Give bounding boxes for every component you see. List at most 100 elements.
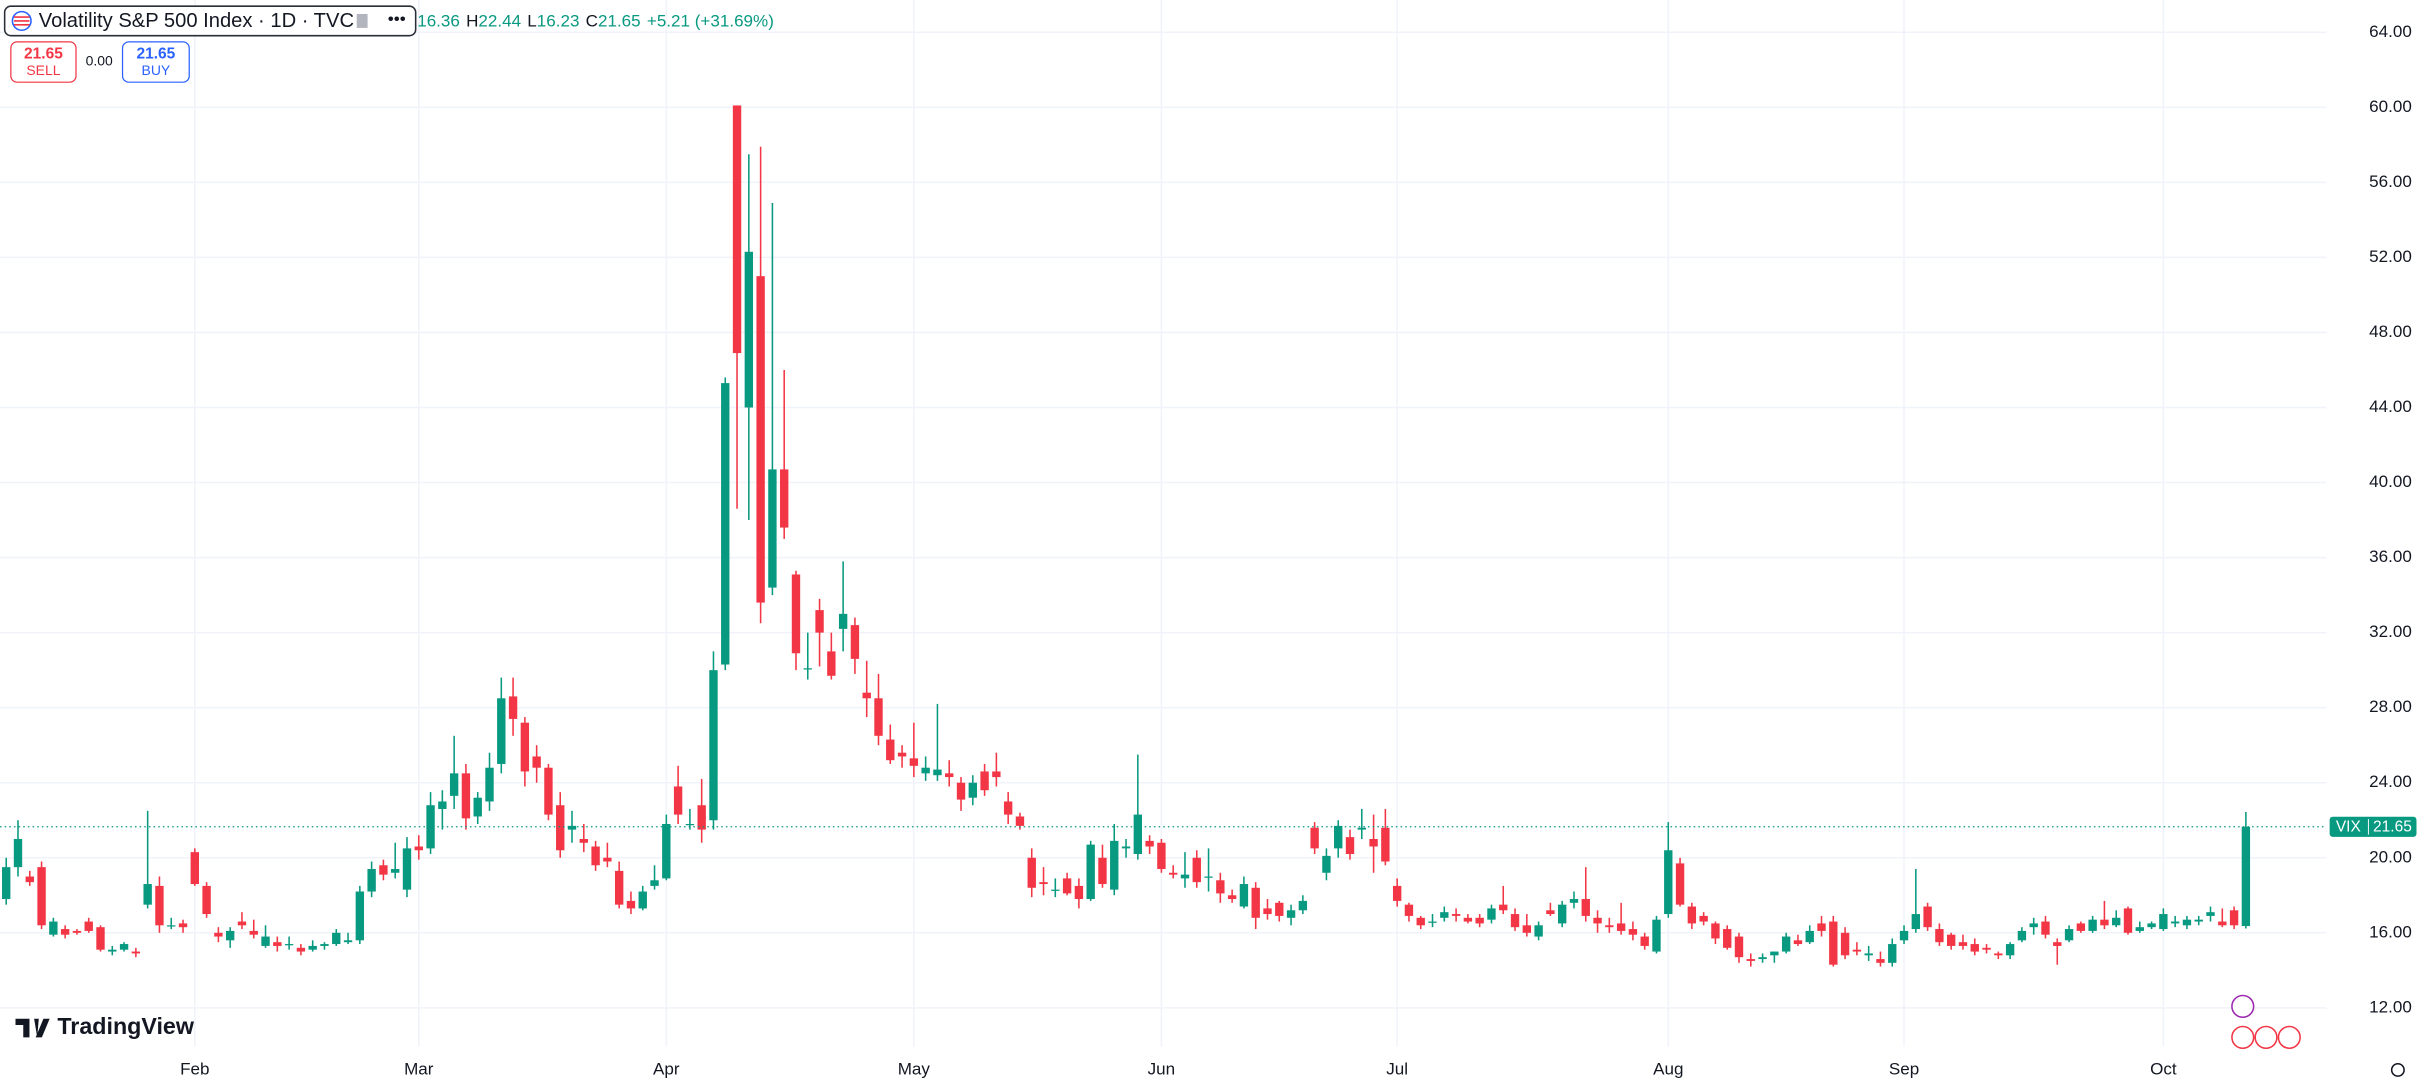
candle-body xyxy=(1440,912,1449,918)
candle-body xyxy=(1157,842,1166,870)
candle-body xyxy=(1840,932,1850,956)
ohlc-value: 21.65 xyxy=(598,11,641,30)
candle-body xyxy=(886,739,895,761)
candle-body xyxy=(1888,944,1897,963)
candle-body xyxy=(1392,885,1402,901)
overlay: Volatility S&P 500 Index · 1D · TVC ••• … xyxy=(3,5,2417,1077)
candle-body xyxy=(638,891,647,909)
candle-body xyxy=(214,932,223,937)
candle-body xyxy=(980,771,989,791)
event-icon[interactable] xyxy=(2277,1025,2301,1050)
symbol-box[interactable] xyxy=(3,5,417,37)
candle-body xyxy=(1593,917,1602,924)
ohlc-prefix: C xyxy=(586,11,598,30)
y-tick-label: 32.00 xyxy=(2369,622,2412,641)
candle-body xyxy=(1970,944,1979,952)
y-tick-label: 64.00 xyxy=(2369,22,2412,41)
candle-body xyxy=(308,945,317,950)
event-icon[interactable] xyxy=(2254,1025,2278,1050)
candle-body xyxy=(1923,906,1932,928)
ohlc-prefix: H xyxy=(466,11,478,30)
candle-body xyxy=(1051,889,1060,891)
y-tick-label: 52.00 xyxy=(2369,247,2412,266)
sell-button[interactable] xyxy=(10,41,77,83)
candle-body xyxy=(1805,930,1814,943)
candle-body xyxy=(96,927,105,950)
candle-body xyxy=(1133,814,1143,855)
candle-body xyxy=(815,610,824,633)
candle-body xyxy=(438,801,447,809)
candle-body xyxy=(2147,923,2156,928)
candle-body xyxy=(909,758,919,766)
candle-body xyxy=(567,825,577,830)
candle-body xyxy=(791,574,801,654)
icon[interactable] xyxy=(356,13,368,28)
candle-body xyxy=(1852,949,1862,952)
settings-icon[interactable] xyxy=(2390,1062,2405,1077)
candle-body xyxy=(556,805,565,851)
candle-body xyxy=(1169,872,1178,875)
price-label-symbol: VIX xyxy=(2336,819,2362,836)
candle-body xyxy=(1558,904,1567,924)
event-icon[interactable] xyxy=(2231,994,2255,1018)
buy-label[interactable]: BUY xyxy=(142,62,171,78)
candle-body xyxy=(2100,919,2109,926)
brand-logo xyxy=(15,1018,50,1038)
candle-body xyxy=(1275,902,1284,916)
candle-body xyxy=(284,944,294,946)
candle-body xyxy=(273,942,282,946)
candle-body xyxy=(1569,899,1579,903)
candle-body xyxy=(744,251,754,408)
candle-body xyxy=(449,773,459,796)
y-tick-label: 44.00 xyxy=(2369,397,2412,416)
x-tick-label: May xyxy=(898,1059,931,1078)
candle-body xyxy=(614,870,624,905)
candle-body xyxy=(591,846,600,866)
sell-label[interactable]: SELL xyxy=(26,62,60,78)
candle-body xyxy=(1616,923,1626,931)
candle-body xyxy=(921,767,930,774)
candle-body xyxy=(1487,908,1496,920)
candle-body xyxy=(1121,846,1131,849)
candle-body xyxy=(367,869,376,892)
candle-body xyxy=(1640,936,1649,946)
candle-body xyxy=(650,880,659,886)
candle-body xyxy=(862,692,871,699)
candle-body xyxy=(1428,921,1437,923)
candle-body xyxy=(2194,919,2203,922)
candle-body xyxy=(1734,936,1744,958)
candle-body xyxy=(485,767,494,802)
candle-body xyxy=(1911,914,1921,930)
candle-body xyxy=(343,940,353,943)
candle-body xyxy=(225,930,235,941)
candle-body xyxy=(1381,827,1390,862)
candle-body xyxy=(84,921,93,931)
candle-body xyxy=(119,944,129,950)
candle-body xyxy=(1522,925,1532,933)
candle-body xyxy=(2135,927,2144,931)
ohlc-legend: 16.36 H22.44 L16.23 C21.65 +5.21 (+31.69%) xyxy=(417,11,774,30)
event-icon[interactable] xyxy=(2231,1025,2255,1050)
candle-body xyxy=(756,276,765,603)
candle-body xyxy=(72,930,82,933)
candle-body xyxy=(2053,942,2062,946)
candle-body xyxy=(261,936,270,946)
candle-body xyxy=(1145,840,1154,847)
buy-button[interactable] xyxy=(121,41,190,83)
candle-body xyxy=(1475,917,1484,924)
more-icon[interactable]: ••• xyxy=(388,10,406,29)
candle-body xyxy=(780,469,789,528)
candle-body xyxy=(1451,914,1461,916)
candle-body xyxy=(1086,844,1095,900)
candle-body xyxy=(296,947,306,952)
candle-body xyxy=(461,773,471,819)
candle-body xyxy=(1027,857,1036,888)
candle-body xyxy=(685,823,695,826)
candle-body xyxy=(1946,934,1956,946)
candle-body xyxy=(2159,914,2168,930)
candle-body xyxy=(190,852,199,885)
candle-body xyxy=(249,930,258,935)
sell-price[interactable]: 21.65 xyxy=(24,45,63,62)
candle-body xyxy=(2,867,11,900)
buy-price[interactable]: 21.65 xyxy=(136,45,175,62)
